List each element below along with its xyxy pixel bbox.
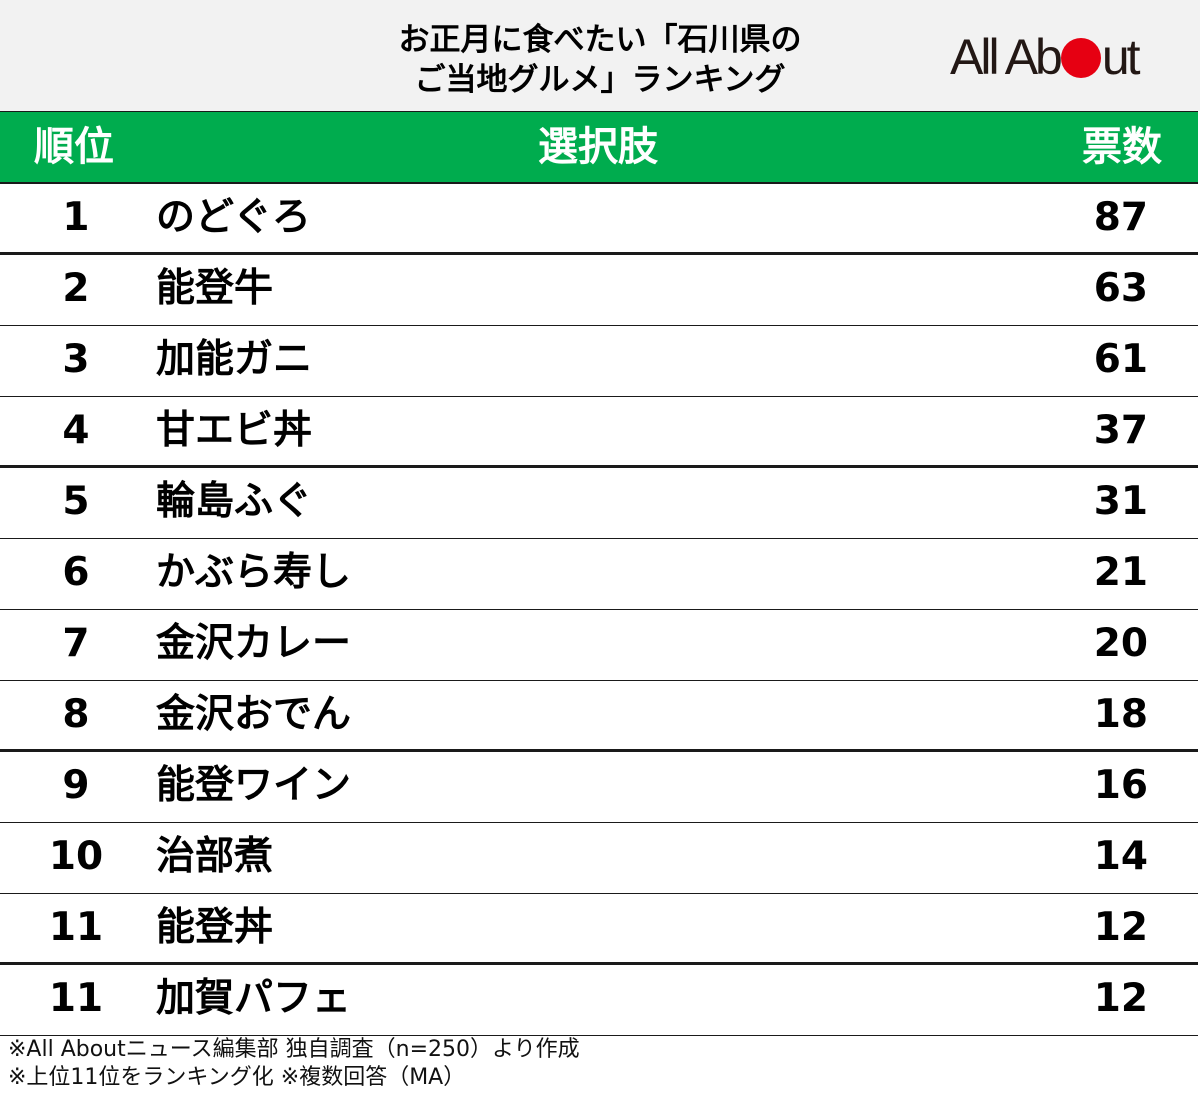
table-row: 11 加賀パフェ 12	[0, 965, 1198, 1036]
name-cell: 甘エビ丼	[156, 408, 313, 453]
name-cell: 加能ガニ	[156, 337, 313, 382]
table-row: 7 金沢カレー 20	[0, 610, 1198, 681]
votes-cell: 16	[1093, 763, 1148, 808]
footnote-method: ※上位11位をランキング化 ※複数回答（MA）	[8, 1065, 466, 1090]
footnote-source: ※All Aboutニュース編集部 独自調査（n=250）より作成	[8, 1037, 580, 1062]
table-row: 1 のどぐろ 87	[0, 184, 1198, 255]
all-about-logo: All Ab ut	[950, 30, 1170, 85]
rank-cell: 4	[62, 408, 90, 453]
table-row: 5 輪島ふぐ 31	[0, 468, 1198, 539]
rank-cell: 10	[48, 834, 104, 879]
table-row: 11 能登丼 12	[0, 894, 1198, 965]
rank-cell: 11	[48, 905, 104, 950]
votes-cell: 18	[1093, 692, 1148, 737]
votes-cell: 12	[1093, 976, 1148, 1021]
table-header: 順位 選択肢 票数	[0, 111, 1198, 184]
ranking-table-body: 1 のどぐろ 87 2 能登牛 63 3 加能ガニ 61 4 甘エビ丼 37 5…	[0, 184, 1198, 1036]
title-line-2: ご当地グルメ」ランキング	[414, 62, 786, 98]
rank-cell: 7	[62, 621, 90, 666]
table-row: 10 治部煮 14	[0, 823, 1198, 894]
rank-cell: 1	[62, 195, 90, 240]
logo-text-end: ut	[1101, 29, 1141, 85]
votes-cell: 61	[1093, 337, 1148, 382]
name-cell: 金沢おでん	[156, 692, 352, 737]
rank-cell: 3	[62, 337, 90, 382]
votes-cell: 31	[1093, 479, 1148, 524]
votes-cell: 87	[1093, 195, 1148, 240]
rank-cell: 5	[62, 479, 90, 524]
rank-cell: 9	[62, 763, 90, 808]
header-choice: 選択肢	[538, 124, 658, 170]
name-cell: 治部煮	[156, 834, 274, 879]
header-votes: 票数	[1082, 124, 1162, 170]
rank-cell: 8	[62, 692, 90, 737]
title-band: お正月に食べたい「石川県の ご当地グルメ」ランキング All Ab ut	[0, 0, 1200, 111]
header-rank: 順位	[34, 124, 114, 170]
logo-text-start: All Ab	[950, 29, 1063, 85]
name-cell: 能登牛	[156, 266, 274, 311]
rank-cell: 2	[62, 266, 90, 311]
votes-cell: 12	[1093, 905, 1148, 950]
votes-cell: 63	[1093, 266, 1148, 311]
votes-cell: 21	[1093, 550, 1148, 595]
rank-cell: 6	[62, 550, 90, 595]
votes-cell: 14	[1093, 834, 1148, 879]
name-cell: 輪島ふぐ	[156, 479, 313, 524]
name-cell: 能登ワイン	[156, 763, 352, 808]
name-cell: 加賀パフェ	[156, 976, 352, 1021]
name-cell: 金沢カレー	[156, 621, 352, 666]
table-row: 8 金沢おでん 18	[0, 681, 1198, 752]
votes-cell: 37	[1093, 408, 1148, 453]
page-title: お正月に食べたい「石川県の ご当地グルメ」ランキング	[300, 20, 900, 100]
name-cell: かぶら寿し	[156, 550, 352, 595]
table-row: 3 加能ガニ 61	[0, 326, 1198, 397]
table-row: 2 能登牛 63	[0, 255, 1198, 326]
table-row: 9 能登ワイン 16	[0, 752, 1198, 823]
table-row: 4 甘エビ丼 37	[0, 397, 1198, 468]
votes-cell: 20	[1093, 621, 1148, 666]
footnote: ※All Aboutニュース編集部 独自調査（n=250）より作成 ※上位11位…	[8, 1036, 580, 1092]
name-cell: 能登丼	[156, 905, 274, 950]
title-line-1: お正月に食べたい「石川県の	[398, 22, 802, 58]
logo-red-dot-icon	[1060, 38, 1101, 78]
rank-cell: 11	[48, 976, 104, 1021]
table-row: 6 かぶら寿し 21	[0, 539, 1198, 610]
name-cell: のどぐろ	[156, 195, 311, 240]
